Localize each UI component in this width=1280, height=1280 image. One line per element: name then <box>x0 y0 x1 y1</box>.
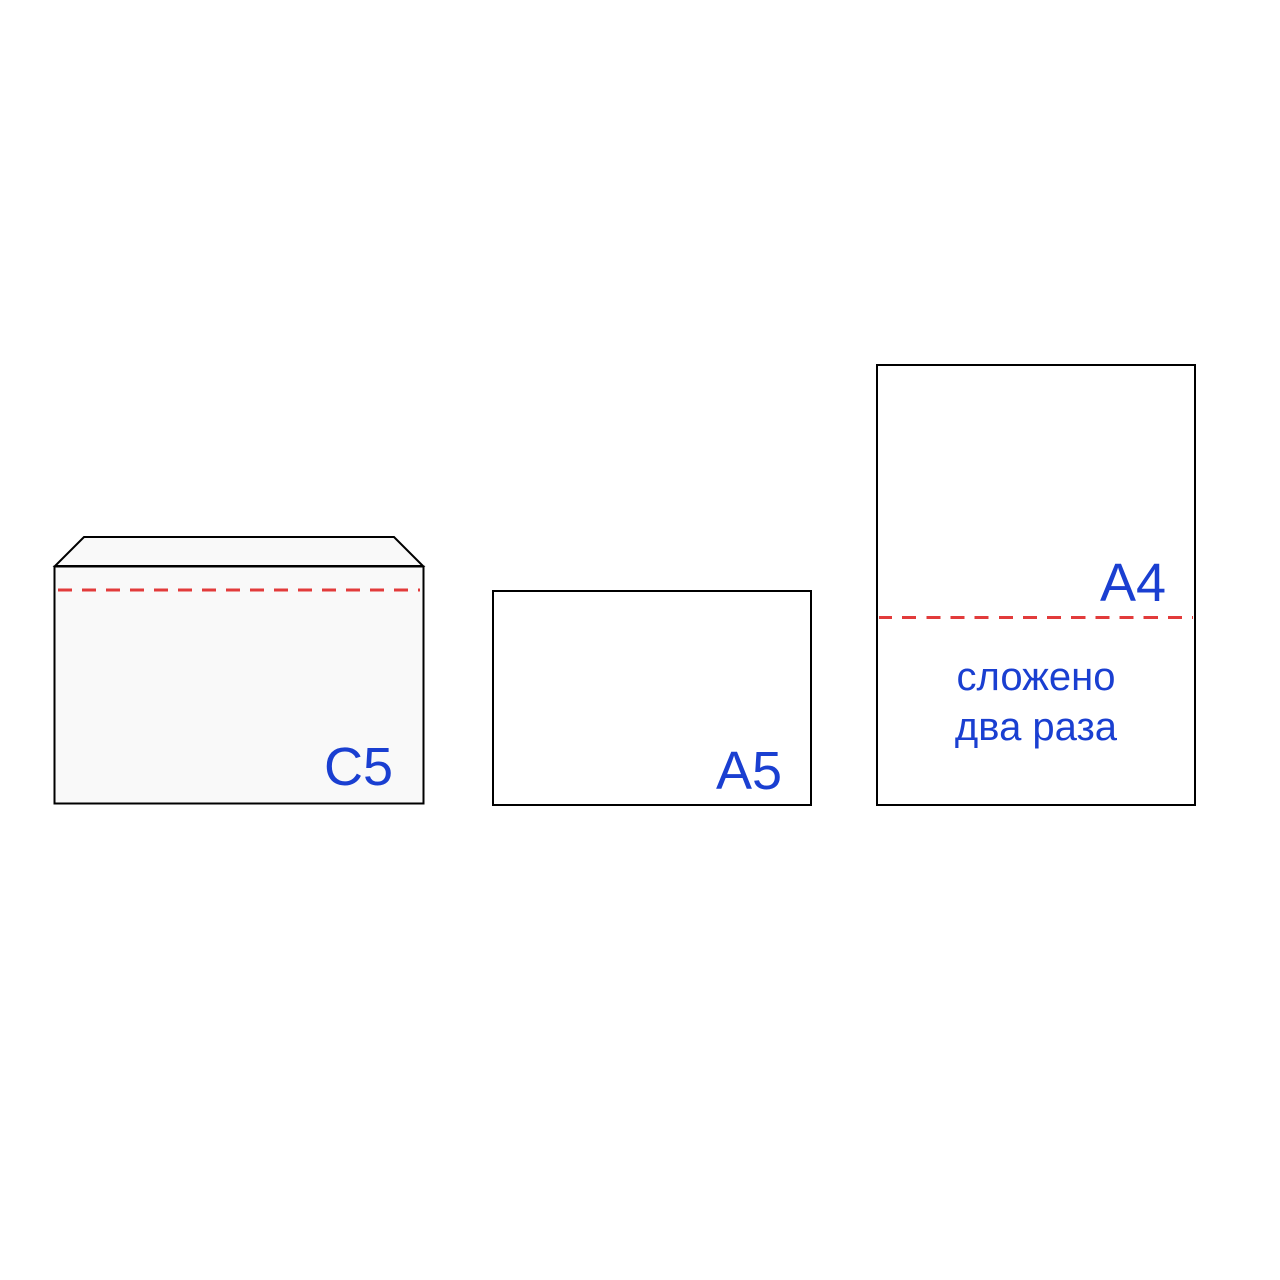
a4-fold-line <box>879 616 1193 619</box>
a4-label: A4 <box>1100 552 1166 614</box>
a5-label: A5 <box>716 740 782 802</box>
c5-label: C5 <box>324 736 393 798</box>
diagram-stage: C5 A5 A4 сложено два раза <box>0 0 1280 1280</box>
a4-caption: сложено два раза <box>926 652 1146 752</box>
